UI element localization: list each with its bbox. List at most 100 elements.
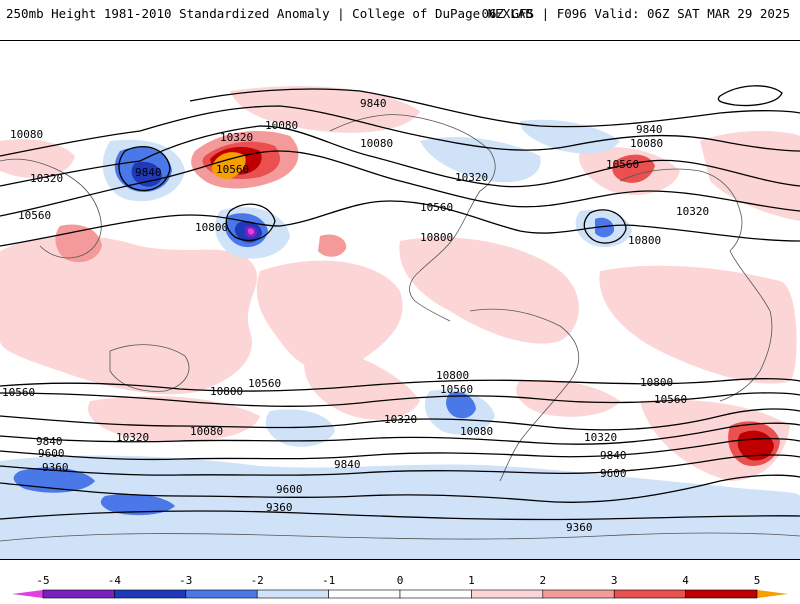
colorbar-arrow-right bbox=[757, 590, 788, 598]
contour-label-10560-ne: 10560 bbox=[606, 158, 639, 171]
colorbar-segment-6 bbox=[471, 589, 544, 599]
contour-10560-south bbox=[0, 392, 800, 407]
colorbar-arrow-left bbox=[12, 590, 43, 598]
colorbar-svg: -5 -4 -3 -2 -1 0 1 2 3 4 5 bbox=[12, 574, 788, 599]
contour-label-10080-nw: 10080 bbox=[10, 128, 43, 141]
anomaly-neg2-south-america bbox=[446, 391, 476, 419]
coast-europe-africa bbox=[619, 168, 773, 402]
colorbar-segment-0 bbox=[42, 589, 115, 599]
contour-10080-south bbox=[0, 422, 800, 445]
model-run-info: 06Z GFS | F096 Valid: 06Z SAT MAR 29 202… bbox=[481, 6, 790, 21]
contour-labels: 10080 10320 10560 9840 10800 10560 10320… bbox=[2, 97, 709, 534]
contour-9360-antarctic bbox=[0, 510, 800, 521]
anomaly-neg2-southern-ocean bbox=[100, 494, 175, 516]
contour-label-10800-s3: 10800 bbox=[210, 385, 243, 398]
contour-label-9840-s2: 9840 bbox=[334, 458, 361, 471]
contour-9840-north bbox=[189, 88, 800, 128]
contour-closed-arctic bbox=[717, 85, 783, 107]
contour-label-9840-asia: 9840 bbox=[135, 166, 162, 179]
colorbar-tick-label: -3 bbox=[179, 574, 192, 587]
contour-label-10080-s1: 10080 bbox=[190, 425, 223, 438]
contour-label-10320-pacific: 10320 bbox=[220, 131, 253, 144]
colorbar-tick-label: 2 bbox=[539, 574, 546, 587]
contour-label-9840-s1: 9840 bbox=[36, 435, 63, 448]
contour-9600-south bbox=[0, 454, 800, 476]
colorbar-segment-2 bbox=[185, 589, 258, 599]
contour-label-10560-s2: 10560 bbox=[248, 377, 281, 390]
contour-label-10080-na: 10080 bbox=[360, 137, 393, 150]
colorbar-tick-label: 3 bbox=[611, 574, 618, 587]
colorbar-tick-label: 5 bbox=[754, 574, 761, 587]
contour-label-10800-pacific: 10800 bbox=[195, 221, 228, 234]
contour-label-10080-s2: 10080 bbox=[460, 425, 493, 438]
colorbar-tick-label: -5 bbox=[36, 574, 49, 587]
contour-10800-south bbox=[0, 378, 800, 392]
contour-label-10320-na: 10320 bbox=[455, 171, 488, 184]
contour-label-9360-s2: 9360 bbox=[266, 501, 293, 514]
colorbar-tick-label: -1 bbox=[322, 574, 335, 587]
contour-label-9600-s1: 9600 bbox=[38, 447, 65, 460]
contour-label-10320-nw: 10320 bbox=[30, 172, 63, 185]
colorbar-ticks: -5 -4 -3 -2 -1 0 1 2 3 4 5 bbox=[36, 574, 760, 587]
coast-north-america bbox=[329, 114, 496, 322]
anomaly-pos5-pacific bbox=[211, 152, 246, 179]
colorbar-tick-label: -2 bbox=[251, 574, 264, 587]
anomaly-neg2-atlantic bbox=[595, 217, 615, 238]
coast-south-america bbox=[469, 308, 579, 482]
anomaly-map: 10080 10320 10560 9840 10800 10560 10320… bbox=[0, 41, 800, 559]
colorbar-segment-9 bbox=[685, 589, 758, 599]
colorbar-segment-4 bbox=[328, 589, 401, 599]
anomaly-neg5-pacific bbox=[248, 228, 255, 235]
contour-label-9840-s3: 9840 bbox=[600, 449, 627, 462]
contour-label-10800-s2: 10800 bbox=[640, 376, 673, 389]
contour-10320-north bbox=[0, 125, 800, 188]
contour-label-9360-s3: 9360 bbox=[566, 521, 593, 534]
contour-label-9360-s1: 9360 bbox=[42, 461, 69, 474]
contour-10560-north bbox=[0, 150, 800, 217]
coast-antarctica bbox=[0, 532, 800, 542]
colorbar-legend: -5 -4 -3 -2 -1 0 1 2 3 4 5 bbox=[0, 570, 800, 600]
contour-label-10560-nw: 10560 bbox=[18, 209, 51, 222]
contour-label-9840-npacific: 9840 bbox=[360, 97, 387, 110]
contour-label-10320-s3: 10320 bbox=[584, 431, 617, 444]
colorbar-segment-8 bbox=[613, 589, 686, 599]
contour-9360-south bbox=[0, 474, 800, 503]
contour-closed-atlantic-low bbox=[583, 209, 627, 244]
contour-closed-pacific-low bbox=[225, 203, 276, 242]
contour-label-10320-s1: 10320 bbox=[384, 413, 417, 426]
contour-10080-north bbox=[0, 105, 800, 157]
contour-label-10560-s1: 10560 bbox=[2, 386, 35, 399]
contour-label-10320-ne: 10320 bbox=[676, 205, 709, 218]
contour-label-10080-pacific: 10080 bbox=[265, 119, 298, 132]
colorbar-segment-1 bbox=[114, 589, 187, 599]
contour-label-10320-s2: 10320 bbox=[116, 431, 149, 444]
coast-asia bbox=[0, 158, 102, 259]
contour-label-10080-ne: 10080 bbox=[630, 137, 663, 150]
contour-10800-north bbox=[0, 200, 800, 247]
contour-10320-south bbox=[0, 408, 800, 431]
height-contours bbox=[0, 85, 800, 521]
contour-label-9600-s2: 9600 bbox=[276, 483, 303, 496]
contour-label-10800-na: 10800 bbox=[420, 231, 453, 244]
colorbar-segment-3 bbox=[256, 589, 329, 599]
contour-label-10800-s1: 10800 bbox=[436, 369, 469, 382]
colorbar-segments bbox=[42, 589, 758, 599]
map-panel: 10080 10320 10560 9840 10800 10560 10320… bbox=[0, 40, 800, 560]
header: 250mb Height 1981-2010 Standardized Anom… bbox=[0, 0, 800, 32]
colorbar-segment-7 bbox=[542, 589, 615, 599]
colorbar-tick-label: 1 bbox=[468, 574, 475, 587]
contour-9840-south bbox=[0, 437, 800, 461]
contour-label-10560-s3: 10560 bbox=[440, 383, 473, 396]
contour-label-9600-s3: 9600 bbox=[600, 467, 627, 480]
contour-label-10560-na: 10560 bbox=[420, 201, 453, 214]
anomaly-pos2-central-pacific bbox=[318, 234, 347, 257]
map-title: 250mb Height 1981-2010 Standardized Anom… bbox=[6, 6, 533, 21]
colorbar-tick-label: 0 bbox=[397, 574, 404, 587]
contour-label-10560-pacific: 10560 bbox=[216, 163, 249, 176]
colorbar-segment-5 bbox=[399, 589, 472, 599]
colorbar-tick-label: 4 bbox=[682, 574, 689, 587]
contour-closed-asia-low bbox=[118, 146, 171, 192]
contour-label-10560-s4: 10560 bbox=[654, 393, 687, 406]
contour-label-9840-ne: 9840 bbox=[636, 123, 663, 136]
colorbar-tick-label: -4 bbox=[108, 574, 122, 587]
